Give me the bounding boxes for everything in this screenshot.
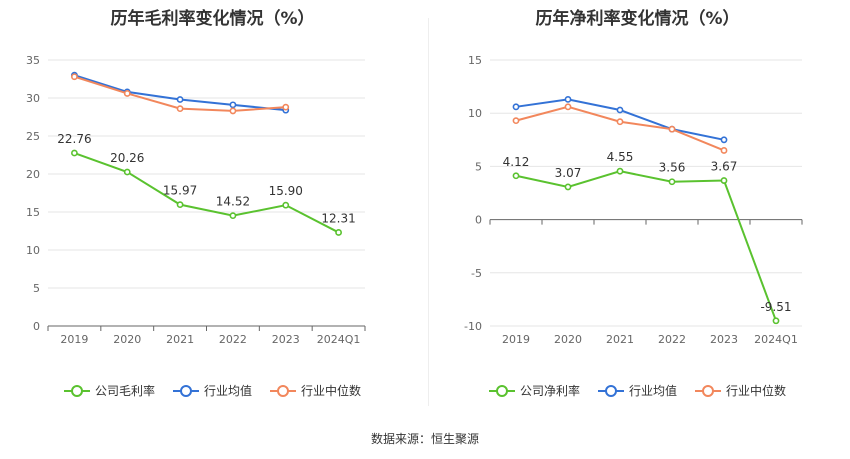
y-tick-label: 10	[468, 107, 482, 120]
data-point	[71, 73, 78, 81]
data-label: 12.31	[321, 211, 355, 225]
data-point	[564, 183, 572, 191]
legend-label: 公司毛利率	[94, 384, 155, 398]
data-point	[176, 201, 184, 209]
legend-line-marker-icon	[63, 384, 90, 398]
data-point	[616, 106, 624, 114]
y-tick-label: 35	[26, 54, 40, 67]
legend-label: 公司净利率	[519, 384, 580, 398]
y-tick-label: 15	[468, 54, 482, 67]
y-tick-label: -10	[464, 320, 482, 333]
chart-title: 历年毛利率变化情况（%）	[110, 9, 315, 29]
data-label: 22.76	[57, 132, 91, 146]
y-tick-label: 5	[33, 282, 40, 295]
legend-item[interactable]: 行业中位数	[695, 382, 786, 399]
legend-label: 行业均值	[628, 384, 677, 398]
y-tick-label: 10	[26, 244, 40, 257]
legend-item[interactable]: 公司毛利率	[63, 382, 155, 399]
data-point	[123, 90, 131, 97]
data-point	[282, 201, 290, 209]
data-label: 20.26	[110, 151, 144, 165]
legend-line-marker-icon	[488, 384, 515, 398]
data-point	[668, 178, 676, 186]
y-tick-label: -5	[471, 267, 482, 280]
legend-item[interactable]: 公司净利率	[488, 382, 580, 399]
data-point	[512, 103, 520, 111]
data-point	[564, 103, 572, 111]
net-margin-chart: 历年净利率变化情况（%） -10 -5 0 5 10 15 2019 2020 2021 2022…	[425, 0, 850, 410]
panel-divider	[428, 18, 429, 406]
data-point	[512, 117, 520, 125]
x-tick-label: 2024Q1	[317, 333, 361, 346]
data-label: 4.55	[607, 150, 634, 164]
legend-line-marker-icon	[695, 384, 721, 398]
data-point	[616, 118, 624, 126]
legend-line-marker-icon	[270, 384, 296, 398]
y-tick-label: 15	[26, 206, 40, 219]
x-tick-label: 2020	[554, 333, 582, 346]
data-point	[176, 105, 184, 113]
data-point	[720, 147, 728, 154]
chart-title: 历年净利率变化情况（%）	[535, 9, 740, 29]
data-point	[229, 101, 237, 109]
data-point	[772, 317, 780, 325]
x-tick-label: 2020	[113, 333, 141, 346]
gross-margin-chart: 历年毛利率变化情况（%） 0 5 10 15 20 25 30 35 2019 2020 2021 2…	[0, 0, 425, 410]
legend-line-marker-icon	[597, 384, 624, 398]
data-point	[616, 167, 624, 175]
data-point	[282, 103, 290, 111]
x-tick-label: 2022	[219, 333, 247, 346]
data-label: 3.07	[555, 166, 582, 180]
data-label: -9.51	[760, 300, 791, 314]
legend-line-marker-icon	[172, 384, 199, 398]
y-tick-label: 25	[26, 130, 40, 143]
data-point	[720, 136, 728, 144]
chart-legend: 公司毛利率 行业均值 行业中位数	[0, 382, 425, 399]
data-point	[229, 107, 237, 115]
gross-margin-plot: 0 5 10 15 20 25 30 35 2019 2020 2021 2022 2023 2024Q1…	[26, 54, 366, 346]
legend-label: 行业均值	[203, 384, 252, 398]
legend-item[interactable]: 行业中位数	[270, 382, 361, 399]
x-tick-label: 2023	[272, 333, 300, 346]
net-margin-plot: -10 -5 0 5 10 15 2019 2020 2021 2022 2023 2024Q1 4.1…	[464, 54, 803, 346]
data-label: 3.67	[711, 160, 738, 174]
data-point	[229, 212, 237, 220]
data-point	[564, 95, 572, 103]
data-point	[123, 168, 131, 176]
x-tick-label: 2019	[502, 333, 530, 346]
y-tick-label: 30	[26, 92, 40, 105]
legend-label: 行业中位数	[726, 384, 787, 398]
legend-label: 行业中位数	[301, 384, 362, 398]
data-label: 4.12	[503, 155, 530, 169]
data-point	[720, 177, 728, 184]
x-tick-label: 2024Q1	[754, 333, 798, 346]
y-tick-label: 0	[475, 214, 482, 227]
y-tick-label: 5	[475, 160, 482, 173]
data-label: 3.56	[659, 161, 686, 175]
data-point	[335, 229, 342, 236]
series-line	[74, 74, 286, 112]
series-line	[74, 152, 340, 234]
y-tick-label: 20	[26, 168, 40, 181]
x-tick-label: 2021	[166, 333, 194, 346]
legend-item[interactable]: 行业均值	[172, 382, 252, 399]
data-source-note: 数据来源：恒生聚源	[370, 432, 479, 446]
x-tick-label: 2022	[658, 333, 686, 346]
data-label: 15.90	[269, 184, 303, 198]
x-tick-label: 2019	[60, 333, 88, 346]
x-tick-label: 2021	[606, 333, 634, 346]
chart-legend: 公司净利率 行业均值 行业中位数	[425, 382, 850, 399]
x-tick-label: 2023	[710, 333, 738, 346]
series-line	[515, 170, 777, 322]
data-point	[71, 149, 78, 157]
data-point	[176, 96, 184, 103]
y-tick-label: 0	[33, 320, 40, 333]
data-label: 15.97	[163, 184, 197, 198]
data-point	[512, 172, 520, 180]
legend-item[interactable]: 行业均值	[597, 382, 677, 399]
data-point	[668, 125, 676, 133]
data-label: 14.52	[216, 195, 250, 209]
